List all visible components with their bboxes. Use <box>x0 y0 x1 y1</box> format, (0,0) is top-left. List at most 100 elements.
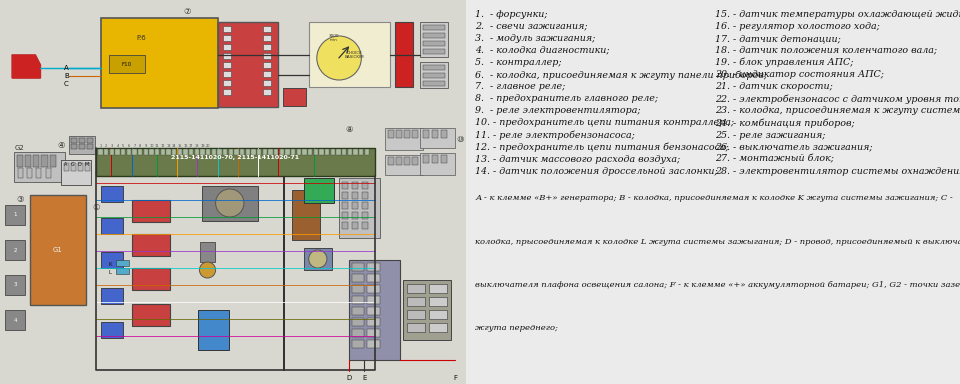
Bar <box>404 130 410 138</box>
Bar <box>223 44 230 50</box>
Text: 25. - реле зажигания;: 25. - реле зажигания; <box>715 131 826 139</box>
Bar <box>98 149 103 155</box>
Text: 19. - блок управления АПС;: 19. - блок управления АПС; <box>715 58 853 68</box>
Bar <box>263 89 272 95</box>
Bar <box>385 155 423 175</box>
Text: 19: 19 <box>201 144 204 148</box>
Bar <box>423 65 445 70</box>
Bar <box>223 89 230 95</box>
Text: 6.  - колодка, присоединяемая к жгуту панели приборов;: 6. - колодка, присоединяемая к жгуту пан… <box>475 70 768 79</box>
Text: 15. - датчик температуры охлаждающей жидкости;: 15. - датчик температуры охлаждающей жид… <box>715 10 960 18</box>
Bar <box>314 149 318 155</box>
Bar <box>368 296 379 304</box>
Bar <box>31 195 86 305</box>
Bar <box>217 149 222 155</box>
Bar <box>429 284 447 293</box>
Text: А - к клемме «B+» генератора; B - колодка, присоединяемая к колодке K жгута сист: А - к клемме «B+» генератора; B - колодк… <box>475 194 953 202</box>
Text: M: M <box>84 162 88 167</box>
Text: 3: 3 <box>110 144 113 148</box>
Bar <box>132 200 170 222</box>
Text: 18. - датчик положения коленчатого вала;: 18. - датчик положения коленчатого вала; <box>715 46 937 55</box>
Text: 15: 15 <box>178 144 182 148</box>
Bar <box>303 178 334 203</box>
Bar <box>183 149 188 155</box>
Bar <box>407 310 425 319</box>
Bar <box>263 26 272 32</box>
Bar <box>423 41 445 46</box>
Text: 26. - выключатель зажигания;: 26. - выключатель зажигания; <box>715 143 873 152</box>
Text: 14. - датчик положения дроссельной заслонки;: 14. - датчик положения дроссельной засло… <box>475 167 718 176</box>
Text: 18: 18 <box>195 144 199 148</box>
Bar <box>432 130 439 138</box>
Text: 4: 4 <box>13 318 17 323</box>
Bar <box>368 274 379 282</box>
Text: 8: 8 <box>139 144 141 148</box>
Bar <box>121 149 126 155</box>
Text: 5.  - контраллер;: 5. - контраллер; <box>475 58 563 67</box>
Bar <box>368 285 379 293</box>
Text: 12: 12 <box>160 144 165 148</box>
Text: C: C <box>64 81 69 87</box>
Bar <box>423 130 429 138</box>
Bar <box>36 168 41 178</box>
Bar <box>45 168 51 178</box>
Text: 17: 17 <box>189 144 193 148</box>
Bar <box>155 149 159 155</box>
Bar <box>116 260 129 266</box>
Bar <box>144 149 148 155</box>
Bar <box>78 163 83 171</box>
Bar <box>365 149 370 155</box>
Bar <box>79 144 85 149</box>
Bar <box>101 288 124 304</box>
Bar <box>352 202 358 209</box>
Bar <box>101 18 218 108</box>
Bar <box>14 152 64 182</box>
Bar <box>342 202 348 209</box>
Bar <box>18 168 23 178</box>
Bar <box>352 192 358 199</box>
Bar <box>352 318 365 326</box>
Bar <box>223 26 230 32</box>
Bar <box>352 296 365 304</box>
Bar <box>5 205 25 225</box>
Text: 10. - предохранитель цепи питания контраллера;: 10. - предохранитель цепи питания контра… <box>475 118 734 127</box>
Bar <box>201 242 215 262</box>
Bar <box>268 149 273 155</box>
Bar <box>303 248 332 270</box>
Bar <box>5 275 25 295</box>
Text: 1: 1 <box>13 212 17 217</box>
Text: 20: 20 <box>205 144 210 148</box>
Text: ③: ③ <box>16 195 24 205</box>
Bar <box>41 155 48 167</box>
Bar <box>71 144 77 149</box>
Bar <box>218 22 278 107</box>
Bar <box>352 222 358 229</box>
Bar <box>5 310 25 330</box>
Bar <box>85 163 90 171</box>
Text: выключателя плафона освещения салона; F - к клемме «+» аккумуляторной батареи; G: выключателя плафона освещения салона; F … <box>475 281 960 289</box>
Text: 7.  - главное реле;: 7. - главное реле; <box>475 82 565 91</box>
Bar <box>302 149 307 155</box>
Circle shape <box>309 250 327 268</box>
Text: G1: G1 <box>53 247 62 253</box>
Text: 2: 2 <box>13 248 17 253</box>
Bar <box>420 128 455 148</box>
Bar <box>291 149 296 155</box>
Bar <box>223 80 230 86</box>
Bar <box>342 192 348 199</box>
Bar <box>71 163 76 171</box>
Bar <box>132 234 170 256</box>
Text: L: L <box>108 270 111 275</box>
Bar <box>25 155 32 167</box>
Bar <box>101 322 124 338</box>
Bar <box>352 307 365 315</box>
Bar <box>246 149 251 155</box>
Bar <box>116 268 129 274</box>
Bar <box>104 149 108 155</box>
Bar <box>395 22 413 87</box>
Text: 9.  - реле электровентилятора;: 9. - реле электровентилятора; <box>475 106 641 115</box>
Text: 16: 16 <box>183 144 188 148</box>
Bar <box>279 149 284 155</box>
Bar <box>101 218 124 234</box>
Bar <box>309 22 390 87</box>
